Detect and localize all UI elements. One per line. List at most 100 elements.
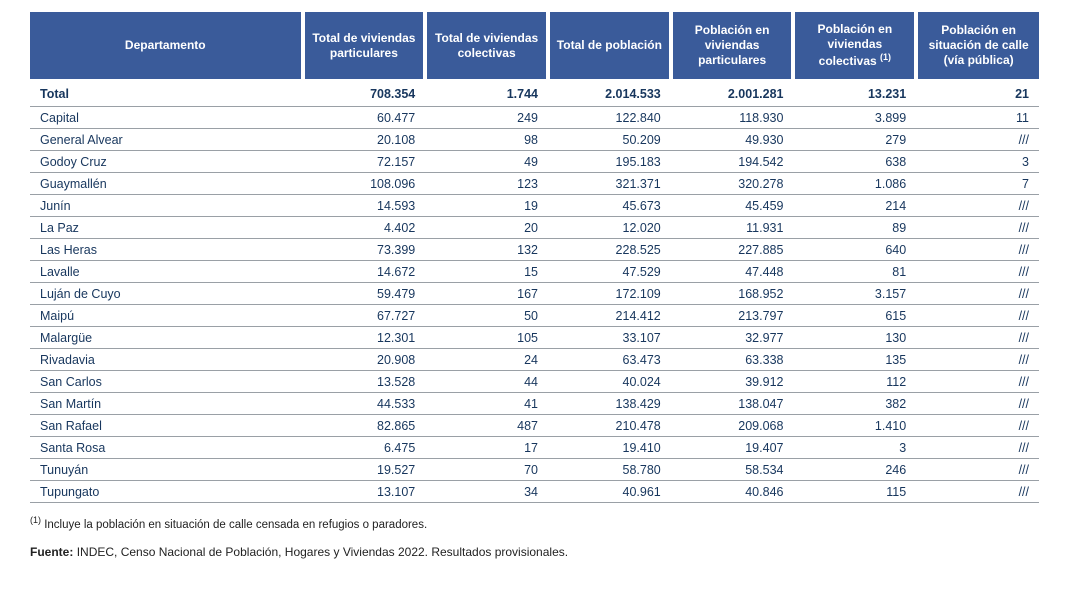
col-header-pob-viv-col: Población en viviendas colectivas (1) <box>793 13 916 78</box>
cell-pob-viv-col: 81 <box>793 261 916 283</box>
cell-dep: Junín <box>30 195 303 217</box>
col-header-pob-calle: Población en situación de calle (vía púb… <box>916 13 1039 78</box>
cell-pob-viv-part: 39.912 <box>671 371 794 393</box>
table-row: General Alvear20.1089850.20949.930279/// <box>30 129 1039 151</box>
cell-pob-total: 58.780 <box>548 459 671 481</box>
cell-total-viv-col: 1.744 <box>425 78 548 107</box>
cell-pob-calle: 11 <box>916 107 1039 129</box>
cell-dep: San Carlos <box>30 371 303 393</box>
cell-pob-viv-col: 1.086 <box>793 173 916 195</box>
cell-pob-calle: 3 <box>916 151 1039 173</box>
table-row: San Martín44.53341138.429138.047382/// <box>30 393 1039 415</box>
cell-pob-viv-col: 214 <box>793 195 916 217</box>
cell-dep: Malargüe <box>30 327 303 349</box>
cell-pob-viv-col: 3.157 <box>793 283 916 305</box>
cell-total-pob-calle: 21 <box>916 78 1039 107</box>
cell-viv-part: 14.593 <box>303 195 426 217</box>
cell-viv-col: 105 <box>425 327 548 349</box>
cell-pob-calle: /// <box>916 283 1039 305</box>
cell-viv-col: 19 <box>425 195 548 217</box>
cell-dep: Lavalle <box>30 261 303 283</box>
cell-pob-viv-part: 47.448 <box>671 261 794 283</box>
table-row: Junín14.5931945.67345.459214/// <box>30 195 1039 217</box>
col-header-pob-viv-part: Población en viviendas particulares <box>671 13 794 78</box>
cell-dep: La Paz <box>30 217 303 239</box>
cell-viv-part: 108.096 <box>303 173 426 195</box>
cell-pob-viv-part: 58.534 <box>671 459 794 481</box>
cell-pob-calle: /// <box>916 437 1039 459</box>
cell-pob-total: 63.473 <box>548 349 671 371</box>
cell-pob-viv-part: 209.068 <box>671 415 794 437</box>
cell-pob-viv-col: 1.410 <box>793 415 916 437</box>
cell-viv-col: 44 <box>425 371 548 393</box>
cell-pob-calle: /// <box>916 217 1039 239</box>
table-row: San Rafael82.865487210.478209.0681.410//… <box>30 415 1039 437</box>
table-row: Guaymallén108.096123321.371320.2781.0867 <box>30 173 1039 195</box>
cell-viv-part: 14.672 <box>303 261 426 283</box>
cell-pob-calle: 7 <box>916 173 1039 195</box>
cell-pob-viv-part: 320.278 <box>671 173 794 195</box>
table-header: Departamento Total de viviendas particul… <box>30 13 1039 78</box>
cell-pob-total: 47.529 <box>548 261 671 283</box>
cell-viv-col: 70 <box>425 459 548 481</box>
cell-viv-col: 98 <box>425 129 548 151</box>
cell-pob-total: 40.024 <box>548 371 671 393</box>
cell-viv-part: 73.399 <box>303 239 426 261</box>
cell-pob-calle: /// <box>916 305 1039 327</box>
table-row: La Paz4.4022012.02011.93189/// <box>30 217 1039 239</box>
cell-pob-viv-part: 194.542 <box>671 151 794 173</box>
cell-pob-calle: /// <box>916 129 1039 151</box>
cell-viv-part: 72.157 <box>303 151 426 173</box>
cell-total-label: Total <box>30 78 303 107</box>
table-row: Lavalle14.6721547.52947.44881/// <box>30 261 1039 283</box>
cell-dep: San Rafael <box>30 415 303 437</box>
cell-pob-viv-col: 3.899 <box>793 107 916 129</box>
cell-pob-calle: /// <box>916 371 1039 393</box>
cell-viv-part: 44.533 <box>303 393 426 415</box>
page-container: Departamento Total de viviendas particul… <box>0 0 1069 579</box>
source-text: INDEC, Censo Nacional de Población, Hoga… <box>77 545 568 559</box>
cell-pob-total: 172.109 <box>548 283 671 305</box>
cell-viv-part: 19.527 <box>303 459 426 481</box>
cell-pob-total: 214.412 <box>548 305 671 327</box>
table-row: Capital60.477249122.840118.9303.89911 <box>30 107 1039 129</box>
cell-viv-part: 13.107 <box>303 481 426 503</box>
cell-total-pob-viv-part: 2.001.281 <box>671 78 794 107</box>
cell-pob-viv-col: 640 <box>793 239 916 261</box>
cell-pob-total: 122.840 <box>548 107 671 129</box>
cell-pob-calle: /// <box>916 459 1039 481</box>
table-body: Total 708.354 1.744 2.014.533 2.001.281 … <box>30 78 1039 503</box>
cell-pob-viv-part: 118.930 <box>671 107 794 129</box>
cell-viv-col: 123 <box>425 173 548 195</box>
cell-dep: Tupungato <box>30 481 303 503</box>
cell-dep: San Martín <box>30 393 303 415</box>
cell-pob-viv-col: 246 <box>793 459 916 481</box>
cell-viv-col: 34 <box>425 481 548 503</box>
cell-pob-viv-col: 130 <box>793 327 916 349</box>
cell-pob-calle: /// <box>916 261 1039 283</box>
cell-viv-col: 132 <box>425 239 548 261</box>
cell-pob-viv-part: 32.977 <box>671 327 794 349</box>
cell-pob-total: 228.525 <box>548 239 671 261</box>
cell-pob-viv-part: 213.797 <box>671 305 794 327</box>
cell-pob-viv-part: 40.846 <box>671 481 794 503</box>
footnote-marker: (1) <box>30 515 41 525</box>
footnote: (1) Incluye la población en situación de… <box>30 515 1039 531</box>
cell-pob-total: 321.371 <box>548 173 671 195</box>
cell-pob-total: 195.183 <box>548 151 671 173</box>
cell-pob-viv-part: 63.338 <box>671 349 794 371</box>
cell-dep: Santa Rosa <box>30 437 303 459</box>
col-header-pob-total: Total de población <box>548 13 671 78</box>
cell-pob-calle: /// <box>916 481 1039 503</box>
cell-pob-viv-col: 115 <box>793 481 916 503</box>
cell-pob-viv-col: 615 <box>793 305 916 327</box>
data-table: Departamento Total de viviendas particul… <box>30 12 1039 503</box>
cell-viv-col: 15 <box>425 261 548 283</box>
cell-viv-col: 50 <box>425 305 548 327</box>
cell-viv-col: 49 <box>425 151 548 173</box>
cell-dep: Capital <box>30 107 303 129</box>
source-label: Fuente: <box>30 545 73 559</box>
cell-total-pob-viv-col: 13.231 <box>793 78 916 107</box>
cell-pob-total: 138.429 <box>548 393 671 415</box>
table-row-total: Total 708.354 1.744 2.014.533 2.001.281 … <box>30 78 1039 107</box>
